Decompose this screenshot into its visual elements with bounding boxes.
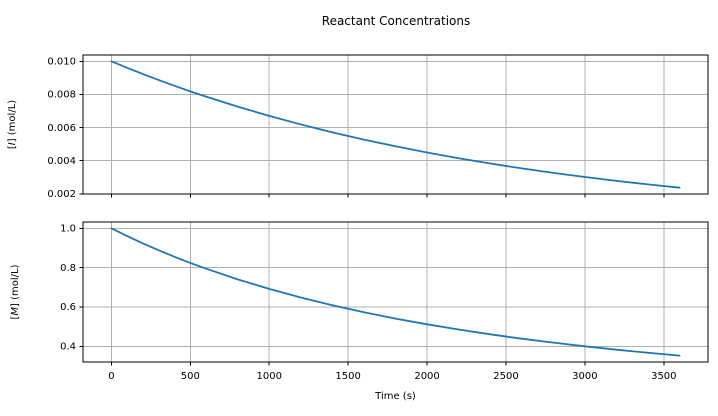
y-tick-label: 0.002 (47, 189, 76, 200)
x-tick-label: 0 (108, 371, 114, 382)
subplot-top-initiator: 0.002 0.004 0.006 0.008 0.010 [I] (mol/L) (7, 54, 709, 200)
y-tick-label: 0.8 (60, 263, 76, 274)
y-axis-label: [I] (mol/L) (7, 100, 18, 149)
x-tick-label: 3500 (651, 371, 676, 382)
axes-frame (82, 54, 709, 195)
y-tick-label: 0.008 (47, 90, 76, 101)
x-tick-label: 2500 (493, 371, 518, 382)
y-tick-label: 1.0 (60, 224, 76, 235)
x-tick-label: 2000 (414, 371, 439, 382)
figure-title: Reactant Concentrations (322, 14, 470, 28)
x-axis-label: Time (s) (374, 391, 416, 402)
concentration-curve (110, 60, 681, 189)
concentration-curve (110, 227, 681, 357)
y-tick-label: 0.4 (60, 342, 76, 353)
subplot-bottom-monomer: 0.4 0.6 0.8 1.0 0 500 1000 1500 2000 2500 3000 3500… (10, 221, 709, 382)
y-tick-label: 0.004 (47, 156, 76, 167)
x-tick-label: 3000 (572, 371, 597, 382)
axes-frame (82, 221, 709, 363)
x-tick-label: 1500 (335, 371, 360, 382)
x-tick-label: 1000 (257, 371, 282, 382)
y-tick-label: 0.6 (60, 302, 76, 313)
x-tick-label: 500 (181, 371, 200, 382)
y-tick-label: 0.010 (47, 57, 76, 68)
y-tick-label: 0.006 (47, 123, 76, 134)
y-axis-label: [M] (mol/L) (10, 264, 21, 319)
